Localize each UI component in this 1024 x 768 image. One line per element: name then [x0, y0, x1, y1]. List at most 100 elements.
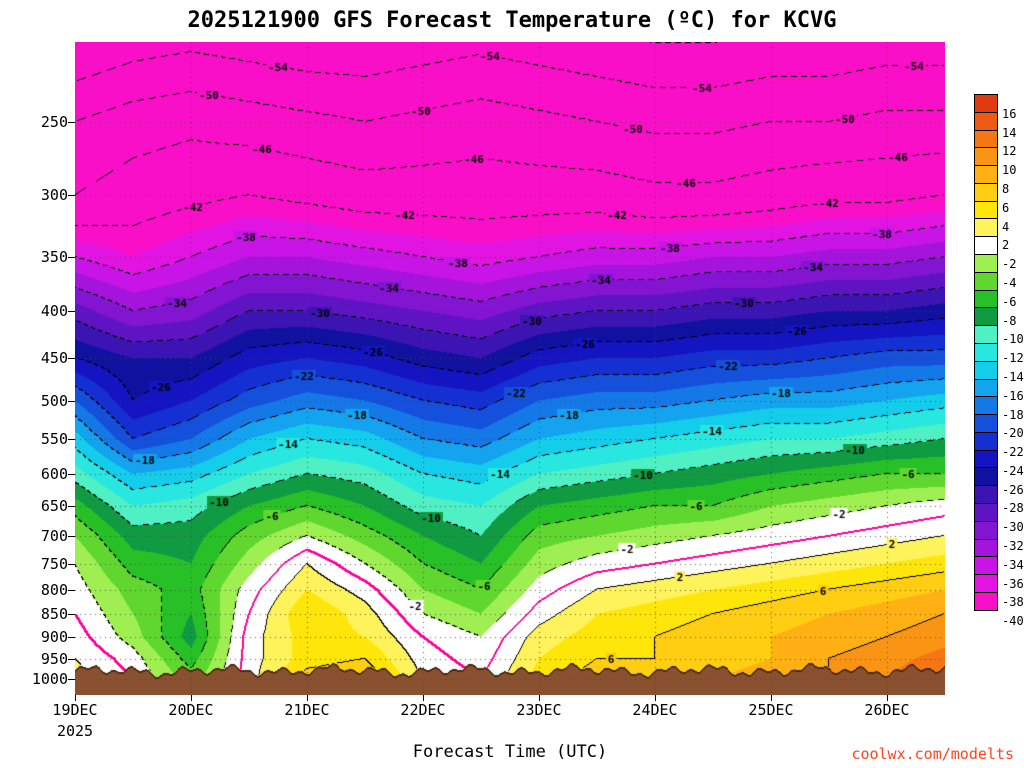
colorbar-swatch: [974, 165, 998, 184]
y-tick-label: 400: [40, 301, 68, 320]
x-axis-title: Forecast Time (UTC): [412, 742, 608, 762]
y-tick-label: 450: [40, 349, 68, 368]
y-tick-mark: [68, 311, 75, 312]
colorbar-boundary-label: -28: [1002, 501, 1024, 516]
colorbar-swatch: [974, 431, 998, 451]
x-tick-mark: [191, 695, 192, 701]
colorbar-swatch: [974, 289, 998, 309]
y-tick-mark: [68, 637, 75, 638]
y-tick-mark: [68, 614, 75, 615]
x-tick-label: 20DEC: [168, 701, 214, 719]
colorbar-swatch: [974, 218, 998, 238]
y-tick-label: 550: [40, 429, 68, 448]
x-tick-mark: [539, 695, 540, 701]
colorbar-boundary-label: 4: [1002, 219, 1010, 234]
colorbar-boundary-label: -40: [1002, 614, 1024, 629]
colorbar-boundary-label: -32: [1002, 539, 1024, 553]
colorbar-swatch: [974, 485, 998, 504]
colorbar-swatch: [974, 449, 998, 469]
colorbar-swatch: [974, 574, 998, 593]
colorbar-boundary-label: -36: [1002, 576, 1024, 591]
x-tick-mark: [423, 695, 424, 701]
y-tick-label: 1000: [31, 670, 68, 689]
y-tick-mark: [68, 358, 75, 359]
y-tick-mark: [68, 257, 75, 258]
colorbar-swatch: [974, 307, 998, 327]
y-tick-mark: [68, 401, 75, 402]
colorbar-swatch: [974, 396, 998, 416]
colorbar-boundary-label: 16: [1002, 106, 1017, 121]
colorbar-boundary-label: -14: [1002, 369, 1024, 384]
colorbar-swatch: [974, 325, 998, 344]
y-tick-mark: [68, 564, 75, 565]
colorbar-swatch: [974, 378, 998, 398]
y-tick-label: 650: [40, 497, 68, 515]
x-tick-mark: [307, 695, 308, 701]
y-tick-mark: [68, 474, 75, 475]
colorbar-boundary-label: -20: [1002, 426, 1024, 441]
colorbar-boundary-label: 14: [1002, 125, 1017, 140]
y-tick-label: 950: [40, 649, 68, 668]
colorbar-swatch: [974, 360, 998, 380]
colorbar-swatch: [974, 342, 998, 362]
y-tick-label: 800: [40, 580, 68, 599]
x-tick-label: 22DEC: [400, 701, 446, 719]
colorbar-boundary-label: -10: [1002, 332, 1024, 347]
x-tick-label: 19DEC: [52, 701, 98, 719]
y-tick-label: 850: [40, 604, 68, 623]
colorbar-boundary-label: -12: [1002, 351, 1024, 366]
x-tick-label: 24DEC: [632, 701, 678, 719]
y-tick-mark: [68, 590, 75, 591]
colorbar-boundary-label: -8: [1002, 313, 1017, 328]
colorbar-boundary-label: -4: [1002, 275, 1017, 290]
temperature-cross-section-plot: [75, 42, 945, 695]
colorbar-swatch: [974, 111, 998, 131]
y-tick-mark: [68, 679, 75, 680]
x-tick-label: 25DEC: [748, 701, 794, 719]
x-tick-mark: [771, 695, 772, 701]
colorbar-swatch: [974, 467, 998, 487]
colorbar-boundary-label: -34: [1002, 557, 1024, 572]
chart-title: 2025121900 GFS Forecast Temperature (ºC)…: [187, 8, 837, 33]
colorbar-boundary-label: 6: [1002, 200, 1010, 215]
x-tick-label: 23DEC: [516, 701, 562, 719]
colorbar-swatch: [974, 591, 998, 611]
x-tick-label: 21DEC: [284, 701, 330, 719]
colorbar-boundary-label: -18: [1002, 407, 1024, 422]
y-tick-mark: [68, 506, 75, 507]
colorbar-swatch: [974, 502, 998, 522]
watermark-text: coolwx.com/modelts: [851, 745, 1014, 763]
colorbar-swatch: [974, 556, 998, 576]
colorbar-boundary-label: 12: [1002, 144, 1017, 159]
colorbar-swatch: [974, 414, 998, 433]
colorbar-boundary-label: 2: [1002, 238, 1010, 253]
colorbar-swatch: [974, 182, 998, 202]
y-tick-label: 750: [40, 554, 68, 573]
x-tick-mark: [75, 695, 76, 701]
y-tick-mark: [68, 536, 75, 537]
y-tick-mark: [68, 122, 75, 123]
colorbar: [974, 94, 998, 611]
colorbar-boundary-label: -30: [1002, 520, 1024, 535]
colorbar-boundary-label: 10: [1002, 163, 1017, 178]
y-tick-mark: [68, 659, 75, 660]
colorbar-boundary-label: -38: [1002, 595, 1024, 610]
y-tick-mark: [68, 195, 75, 196]
y-tick-label: 300: [40, 186, 68, 205]
colorbar-swatch: [974, 520, 998, 540]
colorbar-boundary-label: -2: [1002, 257, 1017, 272]
colorbar-boundary-label: -24: [1002, 463, 1024, 478]
y-tick-label: 700: [40, 526, 68, 545]
y-tick-label: 600: [40, 464, 68, 483]
y-tick-mark: [68, 439, 75, 440]
y-tick-label: 250: [40, 112, 68, 131]
colorbar-boundary-label: -16: [1002, 388, 1024, 403]
y-tick-label: 900: [40, 627, 68, 646]
colorbar-swatch: [974, 538, 998, 558]
colorbar-boundary-label: 8: [1002, 182, 1010, 196]
x-tick-mark: [887, 695, 888, 701]
colorbar-swatch: [974, 236, 998, 256]
x-tick-label: 26DEC: [864, 701, 910, 719]
colorbar-swatch: [974, 271, 998, 291]
